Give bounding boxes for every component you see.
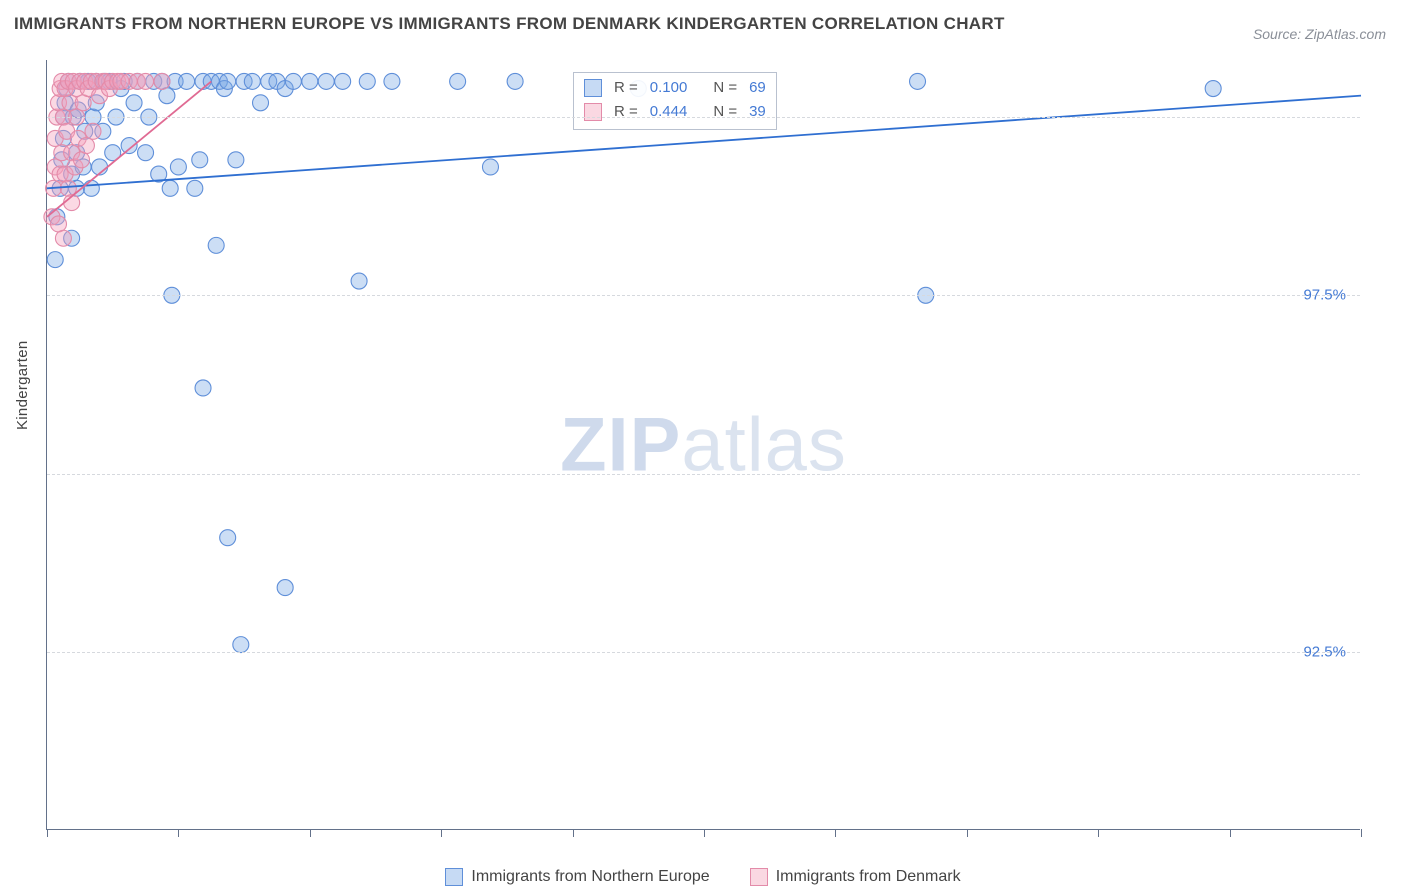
scatter-point-northern_europe [910, 73, 926, 89]
legend-bottom: Immigrants from Northern Europe Immigrant… [0, 868, 1406, 886]
scatter-point-northern_europe [277, 580, 293, 596]
scatter-point-northern_europe [482, 159, 498, 175]
scatter-point-northern_europe [351, 273, 367, 289]
legend-item: Immigrants from Northern Europe [445, 868, 709, 886]
scatter-point-northern_europe [195, 380, 211, 396]
scatter-point-northern_europe [233, 637, 249, 653]
x-tick [310, 829, 311, 837]
scatter-point-northern_europe [335, 73, 351, 89]
source-attribution: Source: ZipAtlas.com [1253, 26, 1386, 42]
x-tick [1230, 829, 1231, 837]
scatter-point-northern_europe [253, 95, 269, 111]
scatter-point-denmark [75, 95, 91, 111]
scatter-point-northern_europe [384, 73, 400, 89]
x-tick [47, 829, 48, 837]
gridline-h [47, 474, 1360, 475]
scatter-point-denmark [78, 138, 94, 154]
gridline-h [47, 295, 1360, 296]
y-tick-label: 97.5% [1303, 287, 1346, 304]
stat-value-r: 0.100 [650, 76, 688, 100]
scatter-point-northern_europe [507, 73, 523, 89]
stat-label-n: N = [713, 100, 737, 124]
scatter-point-denmark [138, 73, 154, 89]
gridline-h [47, 117, 1360, 118]
stat-value-r: 0.444 [650, 100, 688, 124]
scatter-point-northern_europe [359, 73, 375, 89]
scatter-point-northern_europe [1205, 81, 1221, 97]
correlation-chart: IMMIGRANTS FROM NORTHERN EUROPE VS IMMIG… [0, 0, 1406, 892]
scatter-point-denmark [154, 73, 170, 89]
x-tick [967, 829, 968, 837]
scatter-point-northern_europe [170, 159, 186, 175]
scatter-point-northern_europe [83, 180, 99, 196]
scatter-point-northern_europe [302, 73, 318, 89]
plot-area: ZIPatlas R =0.100N =69R =0.444N =39 92.5… [46, 60, 1360, 830]
scatter-point-denmark [50, 216, 66, 232]
scatter-point-denmark [55, 230, 71, 246]
legend-label: Immigrants from Northern Europe [471, 868, 709, 886]
scatter-point-northern_europe [450, 73, 466, 89]
stat-label-r: R = [614, 100, 638, 124]
x-tick [835, 829, 836, 837]
plot-svg [47, 60, 1360, 829]
scatter-point-northern_europe [179, 73, 195, 89]
legend-stats-row: R = 0.100 N = 69 [584, 76, 766, 100]
stat-label-r: R = [614, 76, 638, 100]
scatter-point-northern_europe [220, 73, 236, 89]
scatter-point-denmark [85, 123, 101, 139]
gridline-h [47, 652, 1360, 653]
scatter-point-northern_europe [208, 237, 224, 253]
scatter-point-northern_europe [138, 145, 154, 161]
legend-item: Immigrants from Denmark [750, 868, 961, 886]
stat-label-n: N = [713, 76, 737, 100]
scatter-point-northern_europe [126, 95, 142, 111]
x-tick [573, 829, 574, 837]
scatter-point-denmark [73, 152, 89, 168]
x-tick [704, 829, 705, 837]
scatter-point-northern_europe [192, 152, 208, 168]
scatter-point-northern_europe [244, 73, 260, 89]
chart-title: IMMIGRANTS FROM NORTHERN EUROPE VS IMMIG… [14, 14, 1005, 34]
y-axis-label: Kindergarten [14, 341, 31, 431]
legend-stats-box: R = 0.100 N = 69 R = 0.444 N = 39 [573, 72, 777, 130]
legend-label: Immigrants from Denmark [776, 868, 961, 886]
x-tick [178, 829, 179, 837]
legend-swatch [584, 79, 602, 97]
scatter-point-northern_europe [159, 88, 175, 104]
stat-value-n: 39 [749, 100, 766, 124]
scatter-point-northern_europe [162, 180, 178, 196]
x-tick [1098, 829, 1099, 837]
scatter-point-northern_europe [187, 180, 203, 196]
legend-swatch [584, 103, 602, 121]
x-tick [441, 829, 442, 837]
y-tick-label: 92.5% [1303, 643, 1346, 660]
scatter-point-northern_europe [318, 73, 334, 89]
scatter-point-northern_europe [47, 252, 63, 268]
scatter-point-northern_europe [285, 73, 301, 89]
scatter-point-northern_europe [220, 530, 236, 546]
legend-swatch [445, 868, 463, 886]
stat-value-n: 69 [749, 76, 766, 100]
x-tick [1361, 829, 1362, 837]
legend-stats-row: R = 0.444 N = 39 [584, 100, 766, 124]
legend-swatch [750, 868, 768, 886]
scatter-point-northern_europe [228, 152, 244, 168]
